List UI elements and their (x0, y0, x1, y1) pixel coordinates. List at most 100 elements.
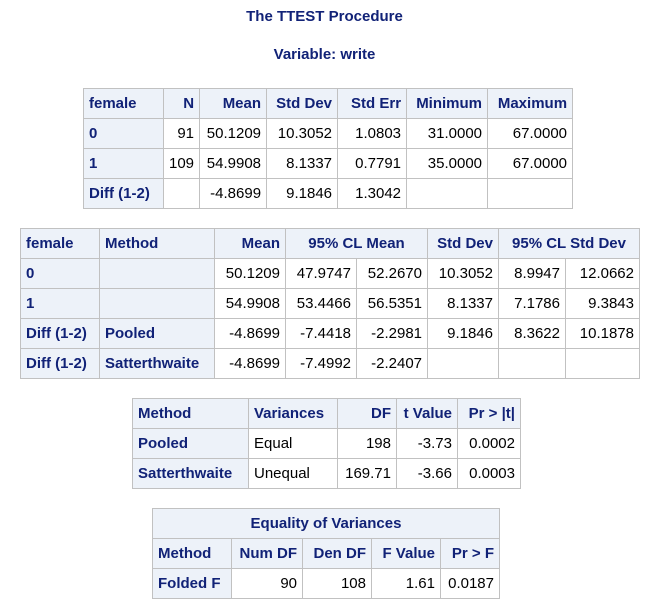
cell: -4.8699 (214, 348, 286, 379)
col-header-female: female (20, 228, 100, 259)
cell: Equal (248, 428, 338, 459)
cell: -2.2407 (356, 348, 428, 379)
cell: 35.0000 (406, 148, 489, 179)
cell: 10.3052 (266, 118, 339, 149)
cell: -4.8699 (199, 178, 268, 209)
cell (427, 348, 499, 379)
cell: 10.3052 (427, 258, 499, 289)
cell: -2.2981 (356, 318, 428, 349)
col-header-std-dev: Std Dev (266, 88, 339, 119)
table-row: Folded F 90 108 1.61 0.0187 (152, 568, 500, 599)
cell: 53.4466 (285, 288, 357, 319)
cell: 54.9908 (199, 148, 268, 179)
equality-of-variances-table: Equality of Variances Method Num DF Den … (152, 508, 500, 599)
row-header: Diff (1-2) (20, 348, 100, 379)
cell (406, 178, 489, 209)
cell: 31.0000 (406, 118, 489, 149)
row-header: 1 (20, 288, 100, 319)
table-caption: Equality of Variances (152, 508, 500, 539)
cell: 0.0002 (457, 428, 521, 459)
col-header-f-value: F Value (371, 538, 441, 569)
col-header-df: DF (337, 398, 397, 429)
cell: 47.9747 (285, 258, 357, 289)
cell: 1.0803 (337, 118, 408, 149)
col-header-cl-mean: 95% CL Mean (285, 228, 428, 259)
col-header-method: Method (152, 538, 232, 569)
header-row: female Method Mean 95% CL Mean Std Dev 9… (20, 228, 640, 259)
col-header-n: N (162, 88, 201, 119)
row-method: Pooled (99, 318, 215, 349)
cell (565, 348, 640, 379)
cell: -3.73 (396, 428, 458, 459)
cell (487, 178, 574, 209)
cell: 9.1846 (266, 178, 339, 209)
col-header-std-dev: Std Dev (427, 228, 499, 259)
cell: 8.3622 (498, 318, 566, 349)
cell: 0.0187 (440, 568, 500, 599)
col-header-method: Method (99, 228, 215, 259)
col-header-mean: Mean (199, 88, 268, 119)
cell: 54.9908 (214, 288, 286, 319)
cell: 169.71 (337, 458, 397, 489)
row-header: Diff (1-2) (20, 318, 100, 349)
row-header: Diff (1-2) (83, 178, 164, 209)
col-header-mean: Mean (214, 228, 286, 259)
col-header-female: female (83, 88, 164, 119)
cell: 50.1209 (214, 258, 286, 289)
cell: 8.1337 (427, 288, 499, 319)
row-header: Pooled (132, 428, 249, 459)
cell: 56.5351 (356, 288, 428, 319)
table-row: 1 109 54.9908 8.1337 0.7791 35.0000 67.0… (83, 148, 574, 179)
caption-row: Equality of Variances (152, 508, 500, 539)
statistics-table: female N Mean Std Dev Std Err Minimum Ma… (83, 88, 574, 209)
col-header-pr-t: Pr > |t| (457, 398, 521, 429)
cell: Unequal (248, 458, 338, 489)
header-row: Method Variances DF t Value Pr > |t| (132, 398, 521, 429)
variable-title: Variable: write (273, 46, 376, 63)
row-method: Satterthwaite (99, 348, 215, 379)
table-row: Pooled Equal 198 -3.73 0.0002 (132, 428, 521, 459)
cell: -3.66 (396, 458, 458, 489)
col-header-method: Method (132, 398, 249, 429)
cell: 108 (302, 568, 372, 599)
cell: 91 (162, 118, 201, 149)
header-row: Method Num DF Den DF F Value Pr > F (152, 538, 500, 569)
header-row: female N Mean Std Dev Std Err Minimum Ma… (83, 88, 574, 119)
cell: 8.1337 (266, 148, 339, 179)
t-test-table: Method Variances DF t Value Pr > |t| Poo… (132, 398, 521, 489)
row-method (99, 288, 215, 319)
table-row: Diff (1-2) Pooled -4.8699 -7.4418 -2.298… (20, 318, 640, 349)
cell (162, 178, 201, 209)
col-header-variances: Variances (248, 398, 338, 429)
cell: 0.7791 (337, 148, 408, 179)
cell: 67.0000 (487, 118, 574, 149)
cell: 52.2670 (356, 258, 428, 289)
table-row: 0 91 50.1209 10.3052 1.0803 31.0000 67.0… (83, 118, 574, 149)
table-row: Satterthwaite Unequal 169.71 -3.66 0.000… (132, 458, 521, 489)
col-header-pr-f: Pr > F (440, 538, 500, 569)
cell: 1.3042 (337, 178, 408, 209)
row-header: Satterthwaite (132, 458, 249, 489)
row-header: 0 (20, 258, 100, 289)
cell: -7.4992 (285, 348, 357, 379)
cell: 9.1846 (427, 318, 499, 349)
cell: 109 (162, 148, 201, 179)
cell: 90 (231, 568, 303, 599)
col-header-cl-std-dev: 95% CL Std Dev (498, 228, 640, 259)
procedure-title: The TTEST Procedure (246, 8, 403, 25)
cell: 0.0003 (457, 458, 521, 489)
cell: 1.61 (371, 568, 441, 599)
cell: 10.1878 (565, 318, 640, 349)
confidence-limits-table: female Method Mean 95% CL Mean Std Dev 9… (20, 228, 640, 379)
cell: -7.4418 (285, 318, 357, 349)
row-header: 1 (83, 148, 164, 179)
col-header-std-err: Std Err (337, 88, 408, 119)
table-row: Diff (1-2) Satterthwaite -4.8699 -7.4992… (20, 348, 640, 379)
cell: 7.1786 (498, 288, 566, 319)
cell: 8.9947 (498, 258, 566, 289)
cell (498, 348, 566, 379)
row-header: Folded F (152, 568, 232, 599)
row-method (99, 258, 215, 289)
col-header-maximum: Maximum (487, 88, 574, 119)
cell: 9.3843 (565, 288, 640, 319)
